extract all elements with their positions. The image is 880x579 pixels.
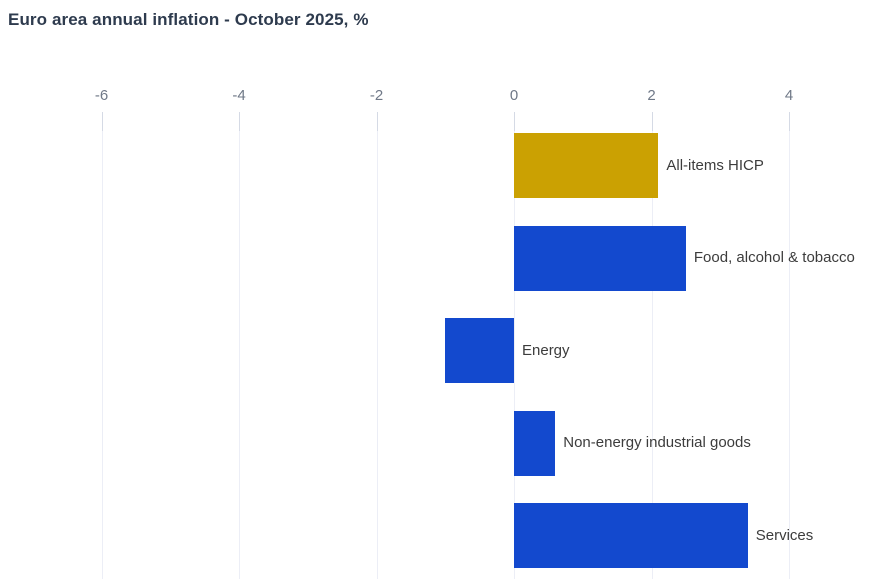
- x-axis-tick-label: 0: [509, 87, 519, 104]
- x-axis-tick-mark: [239, 112, 240, 131]
- bar-all-items-hicp[interactable]: [514, 133, 659, 198]
- x-axis-tick-mark: [101, 112, 103, 131]
- x-axis-tick-label: -6: [94, 87, 109, 104]
- x-axis-tick-label: 4: [784, 87, 794, 104]
- chart-title: Euro area annual inflation - October 202…: [8, 10, 369, 29]
- gridline: [514, 131, 515, 579]
- gridline: [789, 131, 790, 579]
- x-axis-tick-label: -4: [232, 87, 246, 104]
- gridline: [101, 131, 103, 579]
- bar-energy[interactable]: [445, 318, 514, 383]
- x-axis-tick-label: 2: [647, 87, 656, 104]
- x-axis-tick-mark: [376, 112, 378, 131]
- bar-services[interactable]: [514, 503, 748, 568]
- gridline: [651, 131, 653, 579]
- category-label-energy: Energy: [522, 341, 570, 359]
- x-axis-tick-mark: [789, 112, 790, 131]
- x-axis-tick-mark: [651, 112, 653, 131]
- gridline: [239, 131, 240, 579]
- category-label-all-items-hicp: All-items HICP: [666, 156, 764, 174]
- category-label-non-energy-industrial-goods: Non-energy industrial goods: [563, 434, 751, 451]
- category-label-services: Services: [755, 526, 814, 544]
- gridline: [376, 131, 378, 579]
- category-label-food-alcohol-tobacco: Food, alcohol & tobacco: [693, 249, 855, 266]
- x-axis-tick-mark: [514, 112, 515, 131]
- bar-food-alcohol-tobacco[interactable]: [514, 225, 686, 291]
- x-axis-tick-label: -2: [369, 87, 384, 104]
- bar-non-energy-industrial-goods[interactable]: [514, 410, 556, 476]
